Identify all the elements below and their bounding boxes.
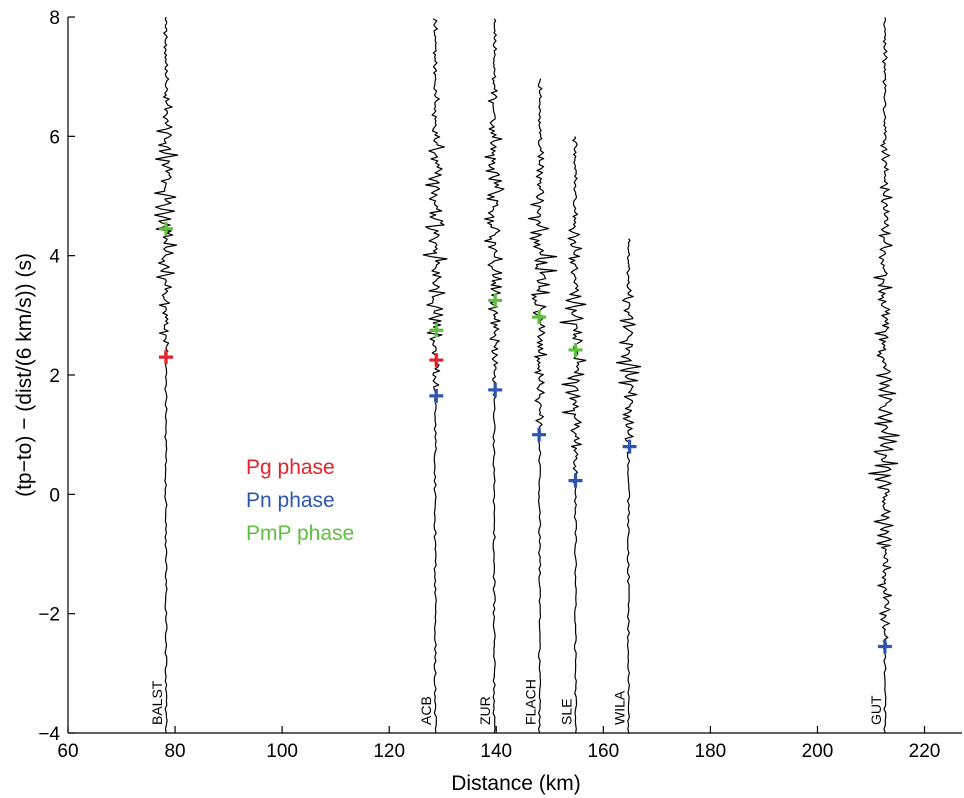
y-tick-label: 6 <box>49 127 60 148</box>
pick-pmp-balst <box>158 221 173 236</box>
station-label-gut: GUT <box>868 695 884 725</box>
trace-zur <box>484 18 505 734</box>
legend-entry-pmp: PmP phase <box>246 522 354 545</box>
station-labels: BALST ACB ZUR FLACH SLE WILA GUT <box>149 679 884 725</box>
pick-pg-acb <box>429 353 444 368</box>
legend-entry-pn: Pn phase <box>246 489 335 512</box>
pick-pn-gut <box>877 639 892 654</box>
station-label-zur: ZUR <box>477 696 493 725</box>
trace-balst <box>154 16 179 734</box>
x-tick-label: 220 <box>909 741 941 762</box>
pick-pn-zur <box>488 382 503 397</box>
trace-sle <box>559 136 587 734</box>
phase-picks <box>158 221 892 654</box>
x-tick-label: 200 <box>802 741 834 762</box>
station-label-acb: ACB <box>418 696 434 725</box>
x-tick-label: 180 <box>695 741 727 762</box>
pick-pn-flach <box>532 427 547 442</box>
legend-entry-pg: Pg phase <box>246 456 335 479</box>
x-tick-label: 100 <box>266 741 298 762</box>
pick-pn-acb <box>429 388 444 403</box>
pick-pn-wila <box>622 439 637 454</box>
y-tick-label: −2 <box>38 605 60 626</box>
legend: Pg phase Pn phase PmP phase <box>246 456 354 545</box>
pick-pmp-flach <box>532 310 547 325</box>
x-axis-title: Distance (km) <box>451 772 581 795</box>
station-label-balst: BALST <box>149 680 165 725</box>
x-tick-label: 80 <box>164 741 185 762</box>
x-tick-label: 140 <box>480 741 512 762</box>
station-label-wila: WILA <box>611 690 627 725</box>
pick-pmp-sle <box>568 342 583 357</box>
station-label-sle: SLE <box>558 699 574 725</box>
pick-pmp-acb <box>429 323 444 338</box>
x-tick-label: 120 <box>373 741 405 762</box>
y-tick-label: 8 <box>49 8 60 29</box>
trace-gut <box>868 17 900 734</box>
y-tick-label: 2 <box>49 366 60 387</box>
x-tick-label: 60 <box>57 741 78 762</box>
x-tick-label: 160 <box>587 741 619 762</box>
trace-wila <box>616 238 642 734</box>
axes: 60 80 100 120 140 160 180 200 220 −4 −2 0 2 4 6 8 <box>38 8 962 762</box>
pick-pg-balst <box>158 350 173 365</box>
station-label-flach: FLACH <box>523 679 539 725</box>
y-axis-title: (tp−to) − (dist/(6 km/s)) (s) <box>13 253 36 497</box>
pick-pn-sle <box>568 473 583 488</box>
pick-pmp-zur <box>488 293 503 308</box>
y-tick-label: 0 <box>49 485 60 506</box>
trace-acb <box>422 18 448 734</box>
y-tick-label: −4 <box>38 724 60 745</box>
seismic-traces <box>154 16 900 734</box>
trace-flach <box>527 78 558 734</box>
y-tick-label: 4 <box>49 247 60 268</box>
